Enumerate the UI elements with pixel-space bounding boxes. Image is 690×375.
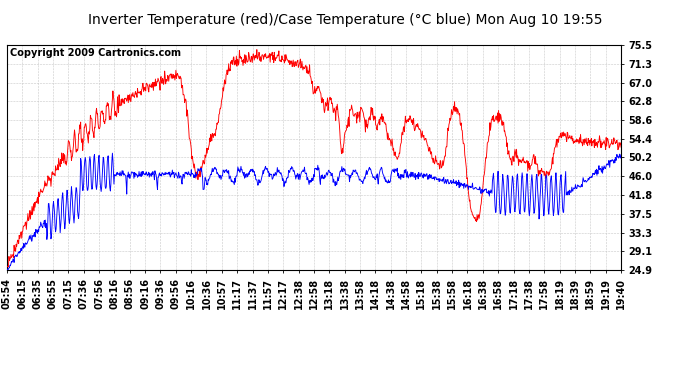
Text: Inverter Temperature (red)/Case Temperature (°C blue) Mon Aug 10 19:55: Inverter Temperature (red)/Case Temperat…: [88, 13, 602, 27]
Text: Copyright 2009 Cartronics.com: Copyright 2009 Cartronics.com: [10, 48, 181, 58]
